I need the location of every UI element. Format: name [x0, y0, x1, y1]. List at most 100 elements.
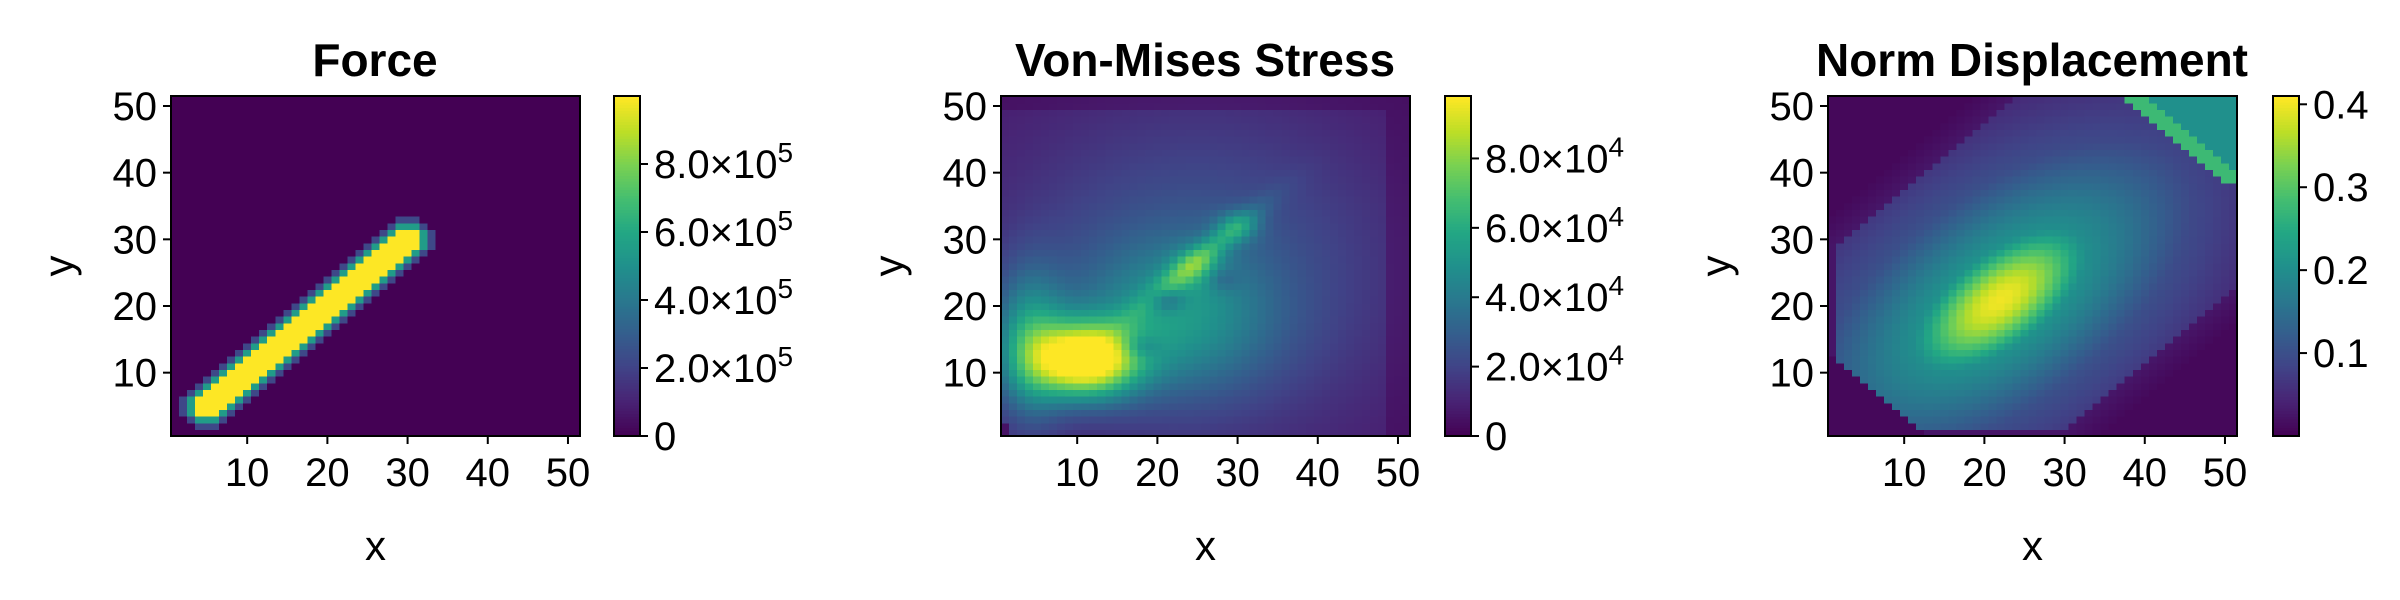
heatmap-cell [411, 302, 421, 310]
heatmap-cell [1305, 322, 1315, 330]
heatmap-cell [443, 109, 453, 117]
heatmap-cell [483, 249, 493, 257]
heatmap-cell [491, 429, 501, 437]
heatmap-cell [483, 149, 493, 157]
heatmap-cell [235, 276, 244, 284]
heatmap-cell [555, 109, 565, 117]
heatmap-cell [243, 156, 252, 164]
heatmap-cell [523, 109, 533, 117]
heatmap-cell [235, 369, 244, 377]
heatmap-cell [1249, 382, 1259, 390]
heatmap-cell [179, 202, 188, 210]
heatmap-cell [499, 416, 509, 424]
heatmap-cell [211, 116, 220, 124]
heatmap-cell [1305, 262, 1315, 270]
heatmap-cell [1313, 416, 1323, 424]
heatmap-cell [1225, 122, 1235, 130]
heatmap-cell [1241, 316, 1251, 324]
heatmap-cell [1313, 242, 1323, 250]
heatmap-cell [1297, 242, 1307, 250]
heatmap-cell [419, 402, 429, 410]
heatmap-cell [1209, 356, 1219, 364]
heatmap-cell [1121, 282, 1130, 290]
heatmap-cell [307, 222, 316, 230]
heatmap-cell [1169, 242, 1179, 250]
heatmap-cell [1321, 202, 1331, 210]
heatmap-cell [1145, 129, 1154, 137]
heatmap-cell [1337, 209, 1347, 217]
heatmap-cell [1297, 236, 1307, 244]
heatmap-cell [1241, 276, 1251, 284]
heatmap-cell [1337, 102, 1347, 110]
heatmap-cell [1073, 142, 1082, 150]
heatmap-cell [571, 222, 581, 230]
heatmap-cell [1169, 342, 1179, 350]
heatmap-cell [1065, 269, 1074, 277]
heatmap-cell [1249, 242, 1259, 250]
heatmap-cell [1241, 122, 1251, 130]
heatmap-cell [1017, 416, 1026, 424]
heatmap-cell [331, 169, 341, 177]
heatmap-cell [235, 222, 244, 230]
heatmap-cell [179, 369, 188, 377]
heatmap-cell [1113, 249, 1122, 257]
heatmap-cell [1281, 296, 1291, 304]
heatmap-cell [1057, 409, 1066, 417]
heatmap-cell [363, 182, 373, 190]
heatmap-cell [1049, 122, 1058, 130]
heatmap-cell [195, 276, 204, 284]
heatmap-cell [347, 222, 357, 230]
colorbar-step [614, 288, 640, 293]
heatmap-cell [1241, 302, 1251, 310]
heatmap-cell [1169, 256, 1179, 264]
heatmap-cell [483, 396, 493, 404]
heatmap-cell [499, 376, 509, 384]
heatmap-cell [1033, 276, 1042, 284]
heatmap-cell [171, 116, 180, 124]
heatmap-cell [443, 402, 453, 410]
heatmap-cell [1241, 236, 1251, 244]
heatmap-cell [467, 276, 477, 284]
heatmap-cell [1209, 296, 1219, 304]
heatmap-cell [1113, 349, 1122, 357]
heatmap-cell [275, 209, 284, 217]
heatmap-cell [187, 289, 196, 297]
heatmap-cell [1153, 316, 1162, 324]
heatmap-cell [515, 296, 525, 304]
colorbar-step [614, 345, 640, 349]
heatmap-cell [1201, 389, 1211, 397]
heatmap-cell [1337, 162, 1347, 170]
heatmap-cell [203, 349, 212, 357]
heatmap-cell [1233, 396, 1243, 404]
heatmap-cell [1313, 236, 1323, 244]
heatmap-cell [275, 196, 284, 204]
heatmap-cell [427, 276, 437, 284]
heatmap-cell [195, 336, 204, 344]
heatmap-cell [259, 222, 268, 230]
heatmap-cell [1073, 269, 1082, 277]
heatmap-cell [315, 322, 324, 330]
heatmap-cell [323, 349, 332, 357]
heatmap-cell [499, 249, 509, 257]
heatmap-cell [459, 402, 469, 410]
heatmap-cell [1233, 216, 1243, 224]
colorbar-step [614, 96, 640, 100]
heatmap-cell [515, 389, 525, 397]
heatmap-cell [555, 282, 565, 290]
heatmap-cell [259, 402, 268, 410]
heatmap-cell [571, 416, 581, 424]
heatmap-cell [1049, 189, 1058, 197]
colorbar-step [614, 158, 640, 162]
heatmap-cell [1209, 309, 1219, 317]
heatmap-cell [1289, 116, 1299, 124]
heatmap-cell [515, 182, 525, 190]
heatmap-cell [339, 222, 349, 230]
heatmap-cell [539, 222, 549, 230]
heatmap-cell [227, 296, 236, 304]
heatmap-cell [1081, 429, 1090, 437]
heatmap-cell [491, 416, 501, 424]
heatmap-cell [299, 416, 308, 424]
heatmap-cell [1089, 342, 1098, 350]
heatmap-cell [467, 202, 477, 210]
heatmap-cell [1017, 262, 1026, 270]
